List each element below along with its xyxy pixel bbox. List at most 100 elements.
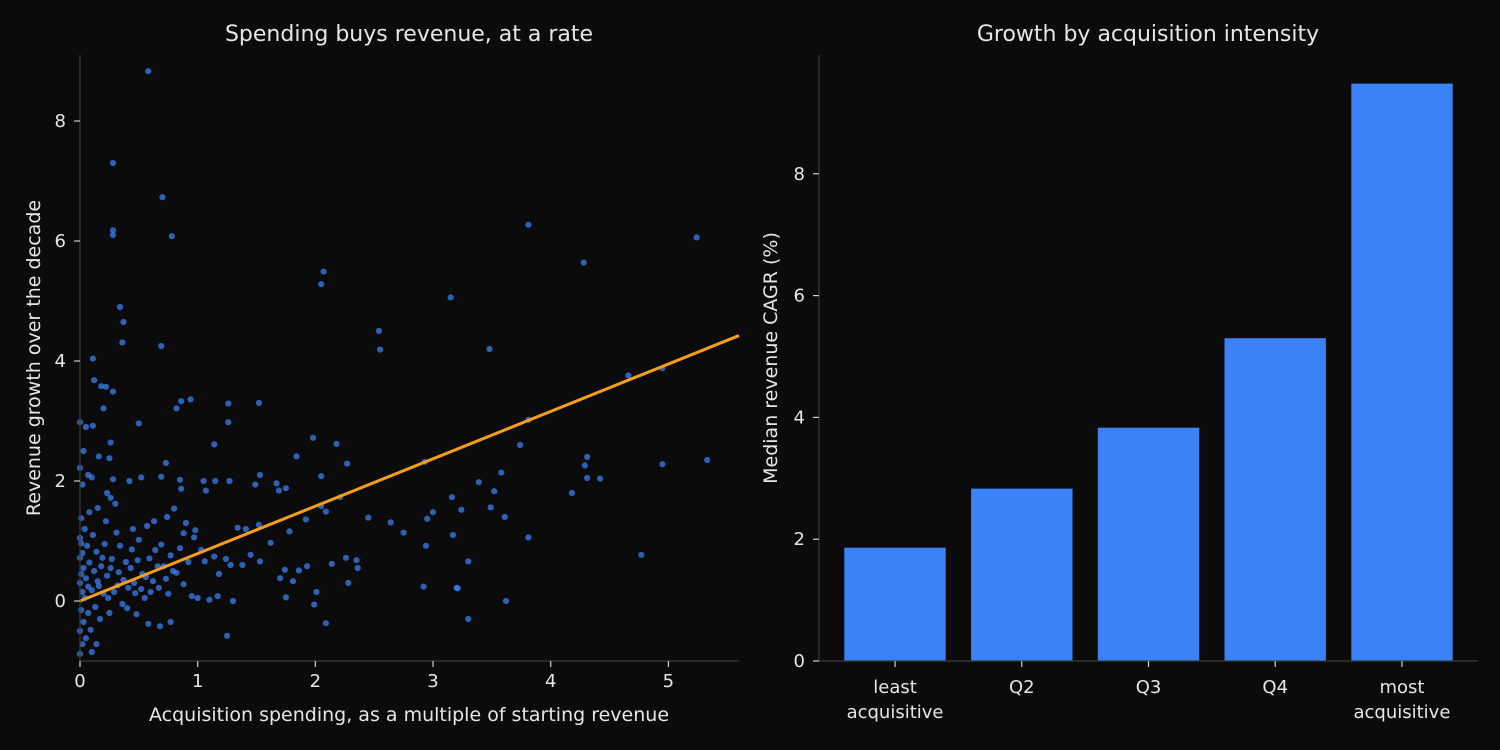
scatter-point <box>704 456 711 464</box>
scatter-point <box>109 231 117 239</box>
scatter-point <box>286 528 293 535</box>
scatter-point <box>584 453 591 461</box>
scatter-point <box>146 555 153 562</box>
scatter-point <box>424 515 431 522</box>
scatter-point <box>353 557 360 564</box>
y-tick-label: 6 <box>794 286 805 307</box>
scatter-point <box>214 593 221 600</box>
scatter-point <box>387 519 394 526</box>
scatter-point <box>498 469 505 476</box>
scatter-point <box>135 420 142 427</box>
scatter-point <box>167 618 174 626</box>
scatter-point <box>289 578 297 585</box>
scatter-point <box>458 506 465 513</box>
scatter-point <box>256 471 264 479</box>
scatter-point <box>318 473 325 480</box>
scatter-point <box>152 546 159 554</box>
scatter-point <box>125 584 132 591</box>
scatter-point <box>109 476 117 483</box>
scatter-point <box>239 561 246 569</box>
scatter-point <box>313 588 320 596</box>
scatter-point <box>242 525 249 533</box>
y-tick-label: 2 <box>55 471 66 492</box>
scatter-point <box>333 440 340 447</box>
scatter-point <box>201 558 208 565</box>
scatter-point <box>81 525 88 533</box>
bars <box>844 83 1453 662</box>
scatter-point <box>115 569 122 576</box>
scatter-point <box>149 578 157 585</box>
scatter-point <box>119 600 126 608</box>
scatter-point <box>375 327 382 335</box>
scatter-point <box>173 405 180 412</box>
scatter-point <box>255 521 262 528</box>
scatter-point <box>159 194 166 201</box>
scatter-point <box>93 641 100 648</box>
scatter-point <box>128 546 135 553</box>
scatter-point <box>187 396 194 403</box>
scatter-point <box>185 558 192 566</box>
scatter-point <box>176 545 184 552</box>
scatter-point <box>400 529 407 536</box>
x-tick-label: 1 <box>192 671 203 692</box>
scatter-point <box>127 564 134 572</box>
scatter-point <box>465 558 472 565</box>
scatter-point <box>141 594 148 602</box>
scatter-point <box>255 399 262 407</box>
scatter-point <box>95 453 102 460</box>
scatter-point <box>164 513 171 521</box>
scatter-point <box>176 476 184 483</box>
x-tick-label: 5 <box>663 671 674 692</box>
scatter-point <box>584 474 591 482</box>
scatter-point <box>180 581 187 588</box>
scatter-point <box>277 575 284 582</box>
scatter-point <box>525 221 532 228</box>
scatter-point <box>124 605 131 612</box>
scatter-point <box>80 618 87 626</box>
scatter-point <box>85 609 92 617</box>
y-tick-label: 2 <box>794 529 805 550</box>
scatter-point <box>581 462 588 469</box>
scatter-title: Spending buys revenue, at a rate <box>225 22 593 47</box>
scatter-point <box>138 585 145 593</box>
scatter-point <box>91 567 98 575</box>
y-tick-label: 8 <box>794 164 805 185</box>
scatter-point <box>78 570 85 578</box>
scatter-point <box>109 227 117 234</box>
scatter-point <box>282 594 289 601</box>
scatter-point <box>167 552 174 559</box>
scatter-point <box>267 539 274 546</box>
scatter-point <box>215 570 222 578</box>
scatter-point <box>200 477 207 485</box>
scatter-point <box>517 441 524 449</box>
scatter-point <box>86 559 93 566</box>
scatter-point <box>625 372 632 379</box>
scatter-point <box>206 596 213 603</box>
scatter-point <box>89 422 96 429</box>
scatter-point <box>229 597 237 605</box>
scatter-point <box>98 563 105 570</box>
scatter-point <box>211 441 218 448</box>
scatter-point <box>234 524 241 531</box>
category-label: Q2 <box>1009 677 1035 698</box>
scatter-point <box>129 525 137 533</box>
scatter-point <box>80 564 87 572</box>
scatter-point <box>79 481 86 488</box>
bar <box>1351 83 1453 662</box>
scatter-point <box>91 377 98 384</box>
scatter-point <box>273 480 280 487</box>
scatter-point <box>501 513 508 521</box>
scatter-point <box>95 582 102 590</box>
scatter-point <box>145 620 152 627</box>
scatter-y-label: Revenue growth over the decade <box>23 200 45 516</box>
scatter-point <box>111 588 118 596</box>
scatter-point <box>487 504 494 511</box>
scatter-point <box>88 474 95 481</box>
scatter-point <box>525 534 532 541</box>
category-label: Q4 <box>1262 677 1288 698</box>
scatter-point <box>295 567 302 574</box>
scatter-point <box>119 339 126 346</box>
y-tick-label: 8 <box>55 111 66 132</box>
